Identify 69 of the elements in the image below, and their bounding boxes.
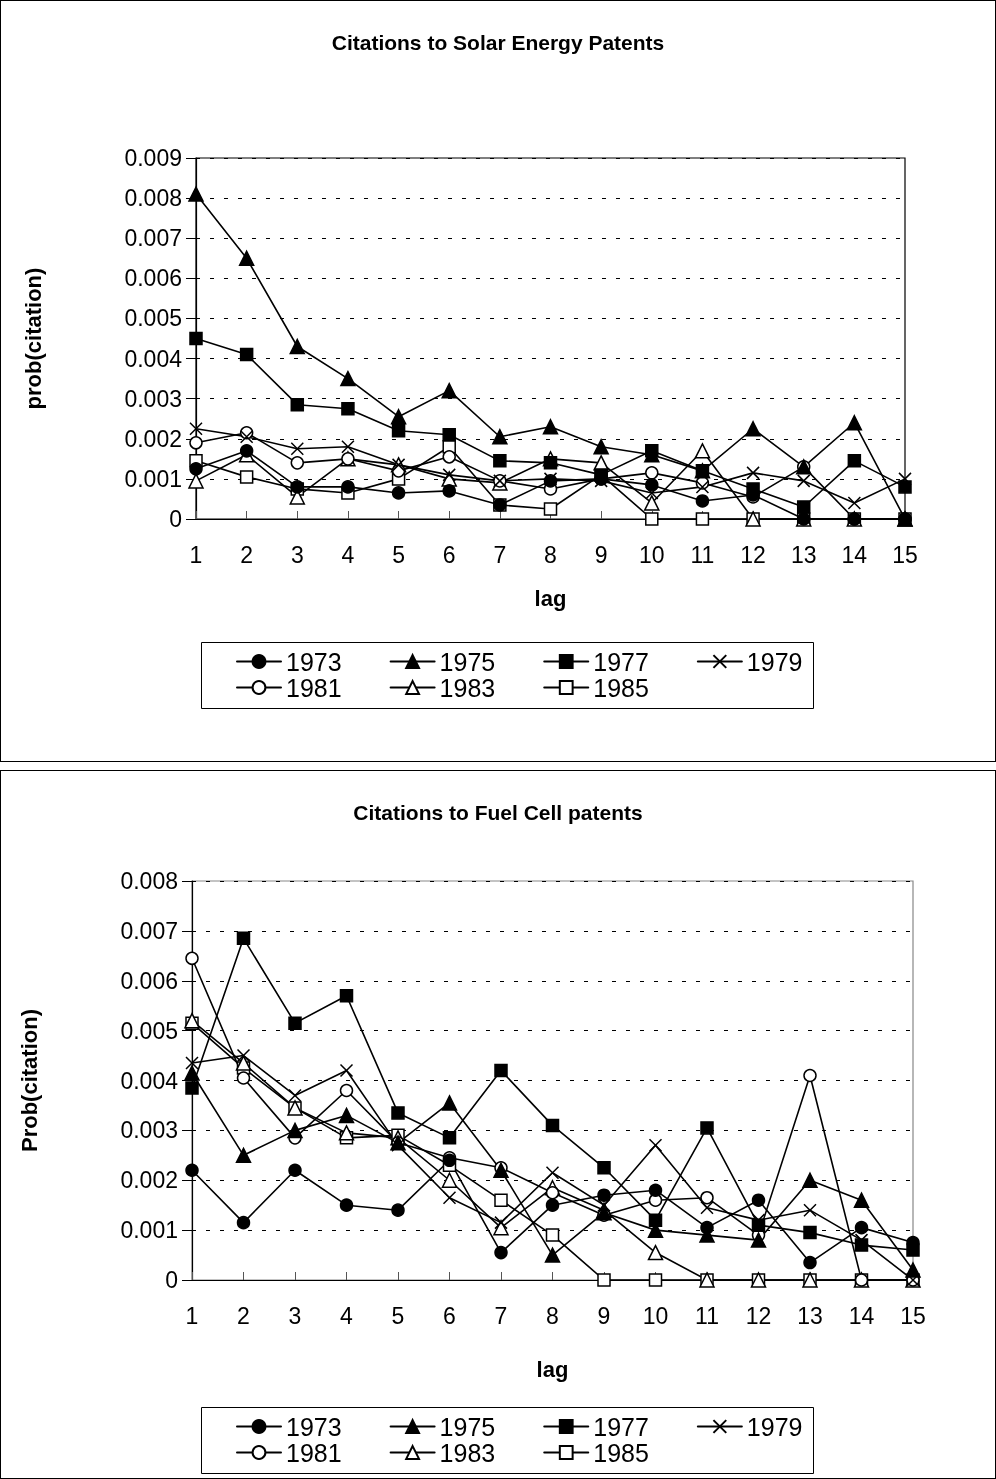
y-tick-label: 0.007 [124,225,182,252]
y-tick-label: 0.006 [124,265,182,292]
y-tick-label: 0.008 [120,868,178,894]
x-tick-label: 8 [546,1302,559,1329]
x-tick-label: 3 [290,541,304,568]
x-tick-label: 14 [841,541,868,568]
legend-label: 1981 [286,1438,342,1467]
legend-label: 1981 [286,673,342,702]
x-tick-label: 10 [638,541,665,568]
x-tick-label: 4 [340,1302,354,1329]
x-tick-label: 2 [237,1302,250,1329]
x-tick-label: 13 [797,1302,823,1329]
x-tick-label: 11 [695,1302,719,1329]
legend-label: 1975 [439,1412,496,1441]
y-axis-title: prob(citation) [20,267,46,410]
x-tick-label: 8 [544,541,557,568]
legend-label: 1977 [593,1412,649,1441]
chart-title: Citations to Fuel Cell patents [353,801,643,824]
x-tick-label: 7 [493,541,507,568]
x-axis-title: lag [534,585,567,611]
y-tick-label: 0.006 [120,967,178,994]
x-tick-label: 5 [391,1302,405,1329]
legend-label: 1973 [286,647,342,676]
x-tick-label: 7 [494,1302,508,1329]
legend-label: 1985 [593,673,649,702]
y-tick-label: 0.005 [120,1017,178,1044]
x-tick-label: 5 [392,541,405,568]
x-tick-label: 4 [341,541,355,568]
x-tick-label: 11 [690,541,715,568]
legend-label: 1985 [593,1438,649,1467]
chart-title: Citations to Solar Energy Patents [331,31,665,54]
y-tick-label: 0 [165,1267,178,1293]
y-tick-label: 0.001 [124,465,182,492]
x-tick-label: 15 [892,541,918,568]
x-tick-label: 13 [790,541,817,568]
x-tick-label: 6 [443,1302,456,1329]
y-tick-label: 0.003 [124,385,182,412]
x-tick-label: 14 [848,1302,875,1329]
y-tick-label: 0 [169,506,182,532]
x-tick-label: 9 [597,1302,611,1329]
y-tick-label: 0.005 [124,305,182,332]
legend-label: 1979 [746,1412,803,1441]
y-tick-label: 0.001 [120,1217,178,1244]
y-tick-label: 0.009 [124,145,182,171]
x-tick-label: 10 [642,1302,669,1329]
legend-label: 1979 [746,647,803,676]
x-tick-label: 12 [740,541,766,568]
y-tick-label: 0.007 [120,917,178,944]
x-tick-label: 9 [594,541,608,568]
y-tick-label: 0.004 [124,345,183,372]
x-tick-label: 1 [185,1302,199,1329]
x-tick-label: 2 [240,541,254,568]
x-tick-label: 15 [900,1302,926,1329]
legend-label: 1983 [439,673,496,702]
y-tick-label: 0.003 [120,1117,178,1144]
y-axis-title: Prob(citation) [16,1009,42,1152]
x-tick-label: 3 [288,1302,302,1329]
legend-label: 1977 [593,647,649,676]
y-tick-label: 0.004 [120,1067,179,1094]
legend-label: 1975 [439,647,496,676]
x-tick-label: 6 [442,541,456,568]
x-tick-label: 1 [189,541,203,568]
y-tick-label: 0.008 [124,185,182,212]
x-axis-title: lag [536,1356,569,1382]
x-tick-label: 12 [745,1302,772,1329]
legend-label: 1983 [439,1438,496,1467]
y-tick-label: 0.002 [124,425,182,452]
y-tick-label: 0.002 [120,1167,178,1194]
legend-label: 1973 [286,1412,342,1441]
